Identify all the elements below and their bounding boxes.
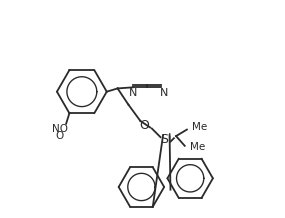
Text: Me: Me xyxy=(192,123,207,132)
Text: Si: Si xyxy=(160,133,172,146)
Text: Me: Me xyxy=(190,142,205,152)
Text: O: O xyxy=(56,131,64,141)
Text: O: O xyxy=(140,119,150,132)
Text: NO: NO xyxy=(52,124,68,135)
Text: N: N xyxy=(129,89,137,98)
Text: N: N xyxy=(160,88,168,98)
